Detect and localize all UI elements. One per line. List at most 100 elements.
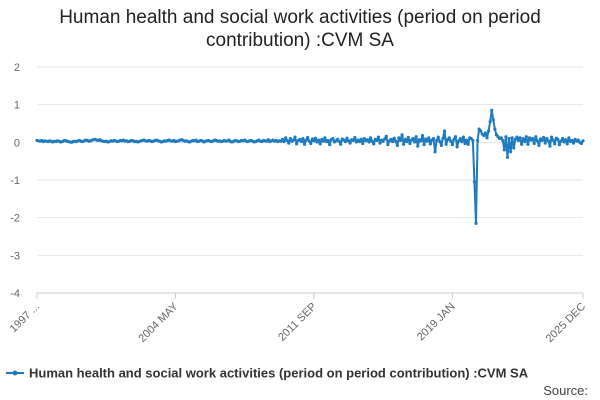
point [299,139,303,144]
point [482,133,486,138]
point [505,155,510,159]
point [553,142,557,146]
point [365,138,370,142]
point [389,137,393,141]
point [491,118,495,122]
point [420,133,425,138]
point [543,141,547,145]
point [537,143,541,147]
point [416,144,420,148]
point [556,137,560,141]
point [361,141,365,146]
point [576,138,580,142]
point [394,139,398,143]
point [549,135,554,139]
point [562,140,566,144]
point [367,140,371,144]
legend-marker [12,370,18,376]
point [524,135,528,139]
point [411,136,415,141]
point [518,136,522,140]
point [309,141,313,146]
point [321,139,325,143]
point [442,129,447,133]
point [510,136,514,140]
point [357,139,362,144]
point [383,137,387,141]
point [565,142,569,146]
point [301,136,305,141]
point [439,143,443,147]
point [326,138,330,143]
point [287,141,291,145]
point [351,138,355,143]
point [433,150,437,154]
point [450,142,455,147]
point [284,136,288,140]
point [280,137,285,141]
point [346,139,351,143]
point [362,136,366,141]
point [381,139,385,143]
point [427,136,431,140]
point [551,138,555,142]
point [461,135,466,139]
point [343,139,348,144]
point [317,138,321,142]
point [545,136,549,141]
point [384,134,388,138]
point [307,139,311,143]
point [288,136,292,141]
point [398,138,403,143]
point [523,139,527,144]
point [460,139,464,144]
point [408,141,412,146]
y-tick-label: -2 [10,213,20,225]
point [392,136,396,140]
point [306,135,310,140]
point [312,139,316,143]
point [318,142,322,146]
point [527,136,532,140]
point [444,142,448,146]
y-tick-label: 2 [14,62,20,74]
x-tick-label: 2025 DEC [544,301,588,345]
point [564,138,568,142]
point [579,141,584,146]
point [493,127,497,131]
point [431,136,436,141]
point [337,139,341,143]
point [353,135,357,140]
point [291,138,296,142]
y-tick-label: -1 [10,175,20,187]
point [441,136,445,140]
point [435,138,439,143]
point [520,142,524,146]
point [285,138,289,143]
legend-label: Human health and social work activities … [29,366,529,381]
point [391,139,395,144]
point [425,139,429,143]
point [501,138,505,143]
point [368,136,373,140]
point [474,221,478,225]
point [405,139,409,144]
point [282,139,286,144]
y-tick-label: 1 [14,100,20,112]
point [298,137,302,141]
series-line [36,109,584,225]
point [447,136,451,140]
point [428,142,432,146]
point [571,141,576,145]
point [331,136,335,141]
point [302,142,307,146]
point [472,180,477,184]
point [559,139,563,143]
point [531,136,535,141]
point [313,136,318,140]
point [452,137,456,141]
point [546,139,550,143]
point [464,138,469,142]
point [414,135,418,139]
point [475,138,480,143]
